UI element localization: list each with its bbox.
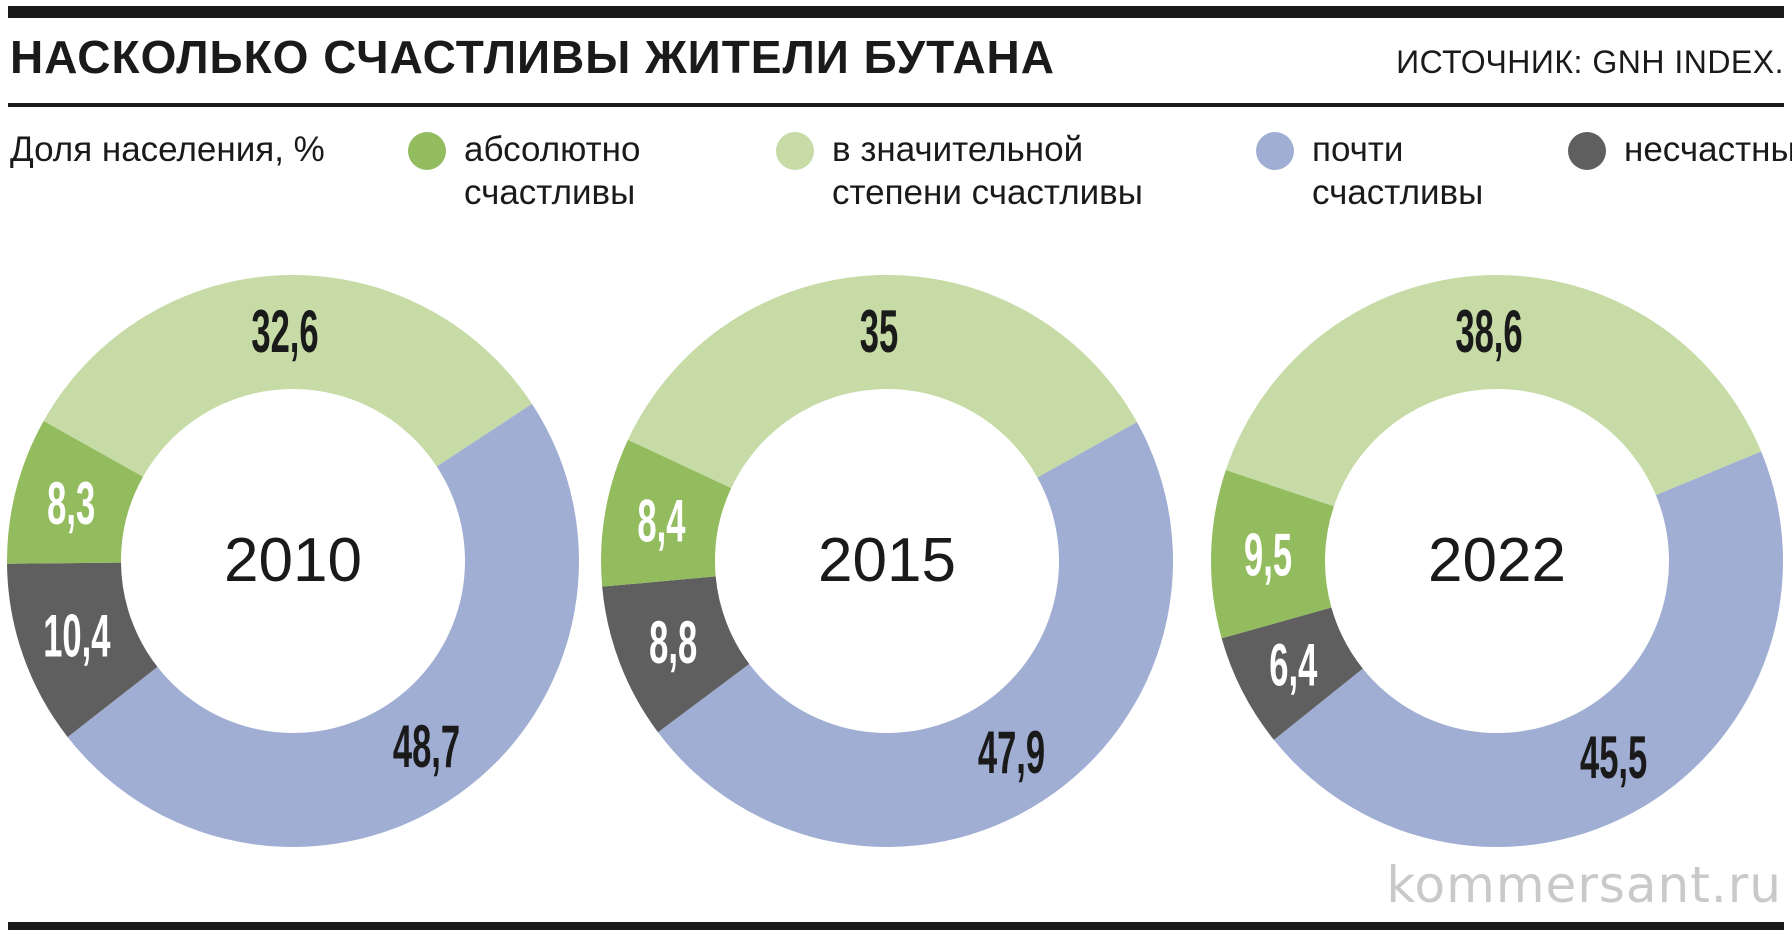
slice-value-label: 38,6 [1455, 299, 1522, 365]
legend-swatch [1568, 132, 1606, 170]
watermark: kommersant.ru [1386, 856, 1782, 914]
slice-value-label: 6,4 [1269, 633, 1317, 699]
slice-value-label: 35 [860, 299, 898, 365]
center-year-label: 2022 [1428, 526, 1566, 595]
slice-value-label: 32,6 [251, 299, 318, 365]
slice-value-label: 48,7 [393, 714, 460, 780]
donut-chart-2010: 32,6 48,7 10,4 8,3 2010 [7, 275, 580, 848]
donut-chart-2022: 38,6 45,5 6,4 9,5 2022 [1211, 275, 1783, 847]
slice-value-label: 8,4 [637, 489, 685, 555]
bottom-rule [8, 922, 1784, 930]
donut-slice [1225, 275, 1762, 507]
center-year-label: 2015 [818, 526, 956, 595]
donut-slice [1211, 470, 1334, 639]
source-note: ИСТОЧНИК: GNH INDEX. [1396, 44, 1784, 80]
donut-slice [627, 275, 1137, 489]
legend-swatch [776, 132, 814, 170]
slice-value-label: 45,5 [1580, 725, 1647, 791]
legend-swatch [408, 132, 446, 170]
legend-label: почти счастливы [1312, 130, 1484, 212]
donut-slice [1273, 451, 1783, 847]
donut-slice [601, 439, 732, 587]
legend-label: абсолютно счастливы [464, 130, 641, 212]
donut-slice [43, 275, 532, 477]
legend-item-almost-happy: почти счастливы [1256, 130, 1483, 214]
header-divider [8, 103, 1784, 107]
center-year-label: 2010 [224, 526, 362, 595]
legend-item-very-happy: в значительной степени счастливы [776, 130, 1143, 214]
slice-value-label: 9,5 [1244, 523, 1292, 589]
donut-chart-2015: 35 47,9 8,8 8,4 2015 [601, 275, 1173, 847]
chart-title: НАСКОЛЬКО СЧАСТЛИВЫ ЖИТЕЛИ БУТАНА [10, 31, 1055, 83]
slice-value-label: 47,9 [978, 721, 1045, 787]
donut-slice [67, 403, 580, 848]
chart-subtitle: Доля населения, % [10, 130, 325, 169]
legend-swatch [1256, 132, 1294, 170]
legend-label: несчастны [1624, 130, 1792, 169]
donut-slice [7, 562, 158, 738]
donut-slice [7, 420, 144, 564]
top-rule [8, 6, 1784, 18]
donut-slice [602, 576, 750, 733]
donut-slice [1221, 607, 1363, 740]
legend-item-absolutely-happy: абсолютно счастливы [408, 130, 640, 214]
legend-item-unhappy: несчастны [1568, 130, 1792, 171]
slice-value-label: 8,8 [649, 610, 697, 676]
legend-label: в значительной степени счастливы [832, 130, 1143, 212]
slice-value-label: 10,4 [43, 604, 110, 670]
donut-slice [657, 422, 1173, 847]
slice-value-label: 8,3 [47, 471, 95, 537]
